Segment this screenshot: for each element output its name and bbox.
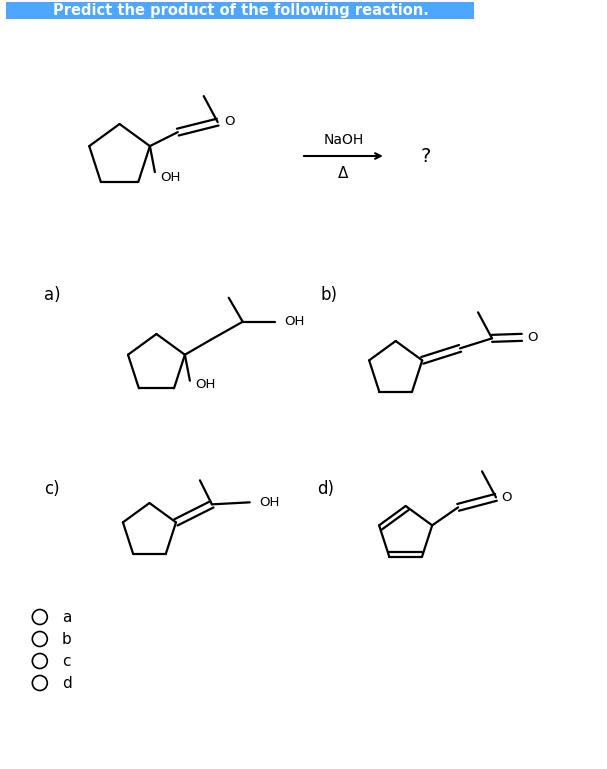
- Text: b: b: [62, 631, 72, 647]
- Text: O: O: [225, 115, 235, 128]
- Text: Predict the product of the following reaction.: Predict the product of the following rea…: [53, 3, 429, 18]
- Text: OH: OH: [195, 378, 216, 391]
- Text: a): a): [44, 286, 61, 304]
- Text: c): c): [44, 480, 59, 498]
- Text: OH: OH: [284, 315, 305, 328]
- Text: d: d: [62, 675, 72, 691]
- Text: OH: OH: [161, 171, 181, 184]
- Text: NaOH: NaOH: [323, 133, 364, 147]
- Text: c: c: [62, 654, 70, 668]
- Text: a: a: [62, 610, 71, 624]
- Text: O: O: [502, 491, 512, 504]
- Text: O: O: [527, 331, 538, 344]
- Text: ?: ?: [421, 147, 431, 165]
- Text: d): d): [317, 480, 334, 498]
- Text: b): b): [321, 286, 338, 304]
- Text: OH: OH: [260, 496, 280, 509]
- Text: Δ: Δ: [338, 167, 348, 181]
- FancyBboxPatch shape: [6, 2, 475, 19]
